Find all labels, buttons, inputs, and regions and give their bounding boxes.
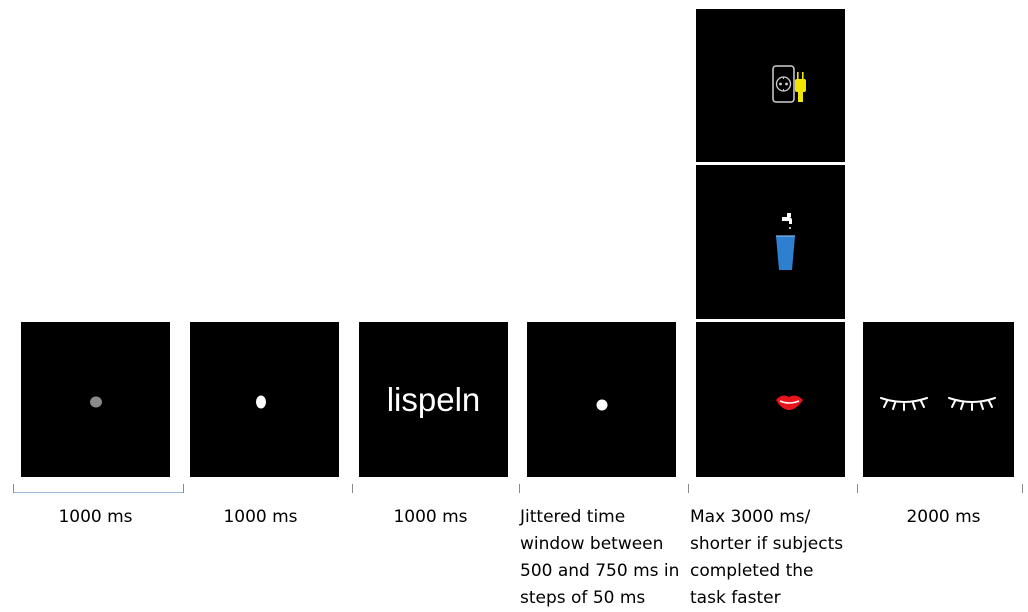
timeline-tick <box>13 484 14 493</box>
trial-screen-4 <box>527 322 676 477</box>
trial-screen-1 <box>21 322 170 477</box>
duration-label-4: Jittered time window between 500 and 750… <box>520 504 690 612</box>
trial-screen-5-middle <box>696 165 845 319</box>
timeline-tick <box>519 484 520 493</box>
duration-label-3: 1000 ms <box>393 507 468 527</box>
timeline-tick <box>857 484 858 493</box>
stimulus-word: lispeln <box>386 381 481 418</box>
white-oval-dot-icon <box>256 395 266 409</box>
duration-label-1: 1000 ms <box>58 507 133 527</box>
trial-screen-5-bottom <box>696 322 845 477</box>
timeline-axis <box>13 484 1023 496</box>
duration-label-5-line-3: completed the <box>690 561 814 581</box>
duration-label-4-line-2: window between <box>520 534 664 554</box>
duration-label-5-line-1: Max 3000 ms/ <box>690 507 811 527</box>
trial-screen-5-top <box>696 9 845 162</box>
timeline-segment-1 <box>13 492 183 493</box>
gray-fixation-dot-icon <box>90 396 102 408</box>
timeline-tick <box>688 484 689 493</box>
duration-label-5-line-2: shorter if subjects <box>690 534 844 554</box>
closed-eyes-icon <box>880 397 996 411</box>
duration-label-5: Max 3000 ms/ shorter if subjects complet… <box>690 504 860 612</box>
white-fixation-dot-icon <box>596 399 608 411</box>
trial-screen-3: lispeln <box>359 322 508 477</box>
duration-label-4-line-4: steps of 50 ms <box>520 588 646 608</box>
faucet-and-glass-icon <box>776 213 795 270</box>
timeline-tick <box>1022 484 1023 493</box>
timeline-tick <box>183 484 184 493</box>
trial-screen-2 <box>190 322 339 477</box>
duration-label-4-line-1: Jittered time <box>520 507 626 527</box>
socket-and-plug-icon <box>772 65 806 103</box>
duration-label-4-line-3: 500 and 750 ms in <box>520 561 680 581</box>
duration-label-5-line-4: task faster <box>690 588 781 608</box>
timeline-tick <box>352 484 353 493</box>
duration-label-2: 1000 ms <box>223 507 298 527</box>
red-lips-icon <box>776 395 803 410</box>
duration-label-6: 2000 ms <box>906 507 981 527</box>
trial-screen-6 <box>863 322 1014 477</box>
